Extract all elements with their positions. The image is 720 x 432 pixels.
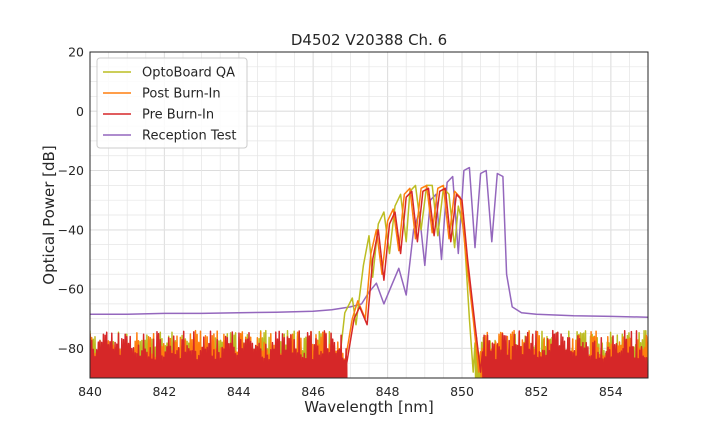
x-tick-label: 852 xyxy=(524,384,548,399)
x-tick-label: 850 xyxy=(450,384,474,399)
legend-label: OptoBoard QA xyxy=(142,66,235,81)
y-tick-label: 0 xyxy=(76,104,84,119)
x-tick-label: 846 xyxy=(301,384,325,399)
legend-label: Pre Burn-In xyxy=(142,108,214,123)
y-tick-label: −20 xyxy=(58,163,84,178)
y-tick-labels: 20 0 −20 −40 −60 −80 xyxy=(58,45,84,356)
x-axis-label: Wavelength [nm] xyxy=(304,398,434,416)
y-tick-label: 20 xyxy=(68,45,84,60)
y-tick-label: −80 xyxy=(58,341,84,356)
x-tick-label: 842 xyxy=(152,384,176,399)
series-line-pre-burn-in xyxy=(90,187,648,378)
legend: OptoBoard QA Post Burn-In Pre Burn-In Recep… xyxy=(96,57,248,149)
y-tick-label: −40 xyxy=(58,222,84,237)
x-tick-labels: 840 842 844 846 848 850 852 854 xyxy=(78,384,623,399)
series-layer xyxy=(90,166,648,378)
x-tick-label: 848 xyxy=(376,384,400,399)
chart-title: D4502 V20388 Ch. 6 xyxy=(291,31,447,49)
legend-label: Reception Test xyxy=(142,129,236,144)
y-axis-label: Optical Power [dB] xyxy=(40,145,58,284)
plot-frame xyxy=(89,51,649,379)
legend-label: Post Burn-In xyxy=(142,87,221,102)
x-tick-label: 854 xyxy=(599,384,623,399)
x-tick-label: 840 xyxy=(78,384,102,399)
legend-box xyxy=(96,57,248,149)
y-tick-label: −60 xyxy=(58,282,84,297)
x-tick-label: 844 xyxy=(227,384,251,399)
